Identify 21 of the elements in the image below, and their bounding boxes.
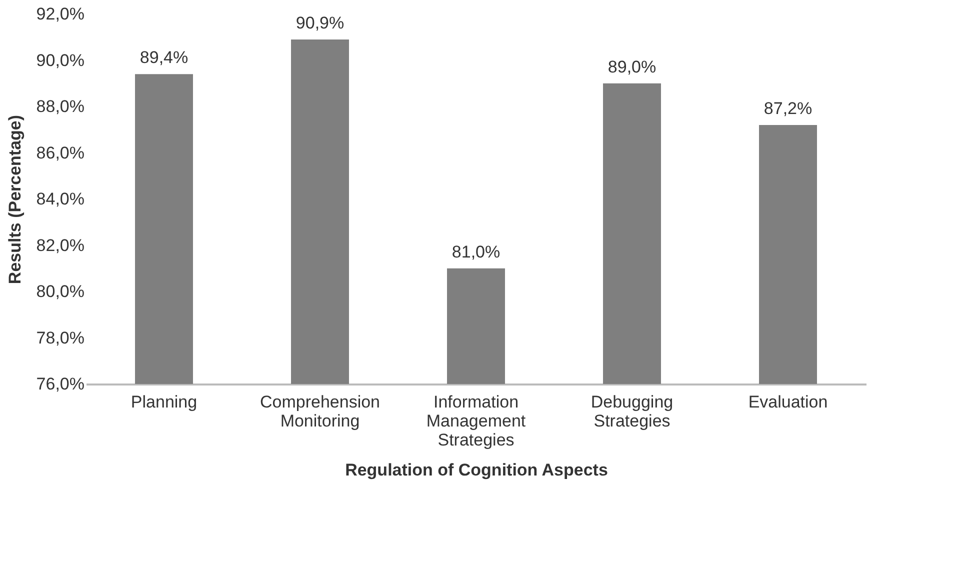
data-label: 81,0%: [452, 242, 500, 262]
y-tick-label: 84,0%: [36, 190, 84, 208]
y-tick-label: 86,0%: [36, 143, 84, 162]
x-axis-title: Regulation of Cognition Aspects: [345, 460, 608, 480]
data-label: 89,4%: [140, 48, 188, 68]
y-tick-label: 92,0%: [36, 4, 84, 24]
y-tick-label: 76,0%: [36, 374, 84, 394]
y-tick-label: 88,0%: [36, 97, 84, 116]
x-tick-label: Debugging Strategies: [590, 392, 674, 430]
data-label: 90,9%: [296, 13, 344, 32]
x-tick-label: Evaluation: [748, 392, 828, 412]
x-tick-label: Planning: [130, 392, 198, 412]
y-tick-label: 78,0%: [36, 328, 84, 348]
y-tick-label: 80,0%: [36, 282, 84, 301]
x-tick-label: Comprehension Monitoring: [260, 392, 380, 430]
y-tick-label: 90,0%: [36, 50, 84, 70]
y-axis-title: Results (Percentage): [5, 114, 24, 284]
x-tick-label: Information Management Strategies: [426, 392, 526, 450]
data-label: 89,0%: [608, 57, 656, 76]
y-tick-label: 82,0%: [36, 236, 84, 255]
data-label: 87,2%: [764, 99, 812, 118]
